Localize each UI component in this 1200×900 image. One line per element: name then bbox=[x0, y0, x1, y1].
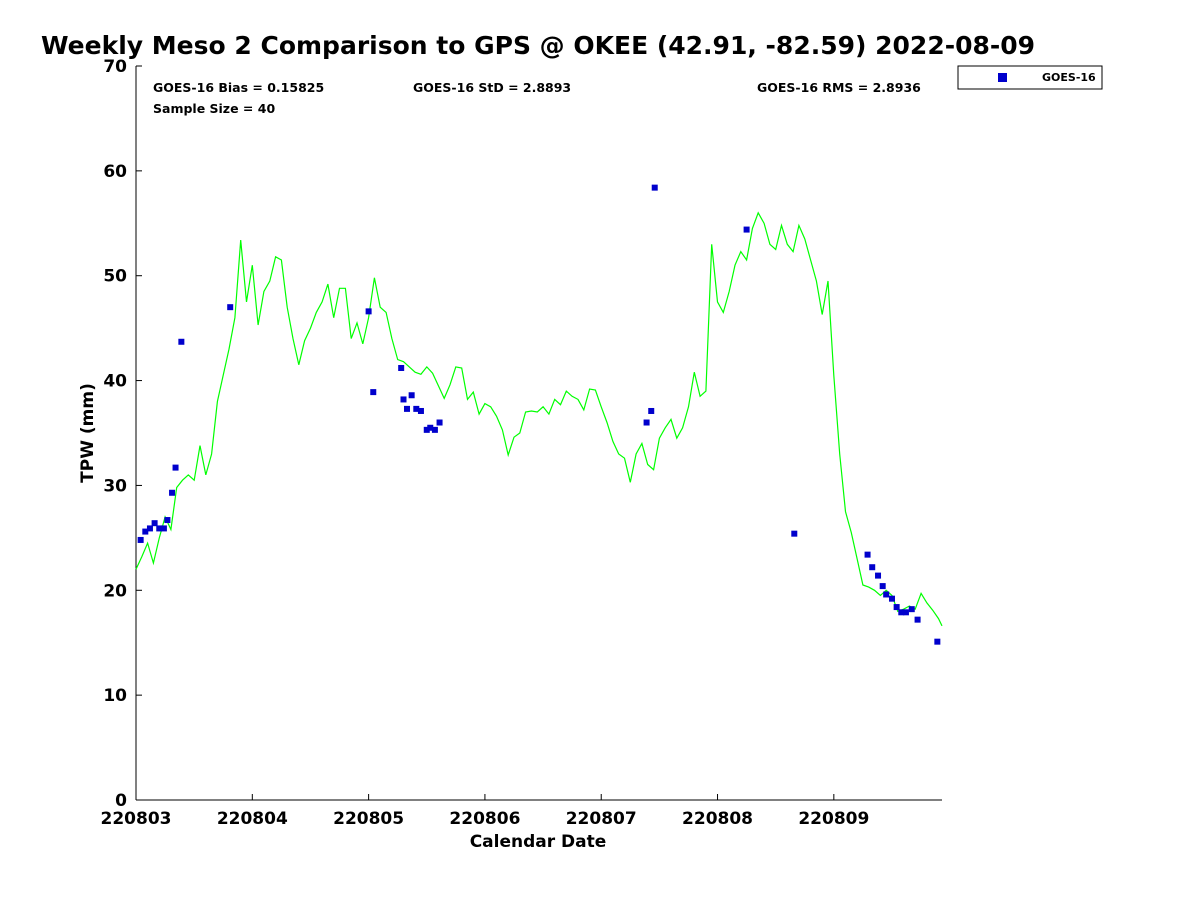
y-ticks: 0 10 20 30 40 50 60 70 bbox=[103, 57, 142, 811]
goes-16-point bbox=[417, 407, 424, 414]
goes-16-point bbox=[142, 528, 149, 535]
goes-16-point bbox=[398, 364, 405, 371]
rms-stat-label: GOES-16 RMS = 2.8936 bbox=[757, 80, 921, 95]
goes-16-point bbox=[648, 407, 655, 414]
goes-16-point bbox=[172, 464, 179, 471]
goes-16-point bbox=[160, 525, 167, 532]
x-axis-label: Calendar Date bbox=[470, 832, 607, 852]
goes-16-point bbox=[164, 517, 171, 524]
goes-16-point bbox=[902, 609, 909, 616]
x-tick-label: 220805 bbox=[333, 809, 404, 829]
goes-16-point bbox=[879, 583, 886, 590]
x-tick-label: 220803 bbox=[101, 809, 172, 829]
series-goes-16 bbox=[137, 184, 941, 645]
goes-16-point bbox=[370, 389, 377, 396]
plot-area bbox=[135, 184, 943, 645]
goes-16-point bbox=[431, 426, 438, 433]
goes-16-point bbox=[643, 419, 650, 426]
axes bbox=[135, 66, 942, 801]
legend-label-goes-16: GOES-16 bbox=[1042, 71, 1096, 84]
goes-16-point bbox=[413, 405, 420, 412]
goes-16-point bbox=[743, 226, 750, 233]
goes-16-point bbox=[883, 591, 890, 598]
sample-size-label: Sample Size = 40 bbox=[153, 101, 275, 116]
std-stat-label: GOES-16 StD = 2.8893 bbox=[413, 80, 571, 95]
y-tick-label: 0 bbox=[115, 791, 127, 811]
goes-16-point bbox=[146, 525, 153, 532]
series-line-gps bbox=[135, 211, 943, 627]
goes-16-point bbox=[888, 595, 895, 602]
goes-16-point bbox=[651, 184, 658, 191]
x-tick-label: 220804 bbox=[217, 809, 288, 829]
goes-16-point bbox=[178, 338, 185, 345]
goes-16-point bbox=[893, 604, 900, 611]
y-tick-label: 50 bbox=[103, 267, 127, 287]
goes-16-point bbox=[864, 551, 871, 558]
goes-16-point bbox=[227, 304, 234, 311]
goes-16-point bbox=[914, 616, 921, 623]
x-tick-label: 220808 bbox=[682, 809, 753, 829]
goes-16-point bbox=[403, 405, 410, 412]
chart-title: Weekly Meso 2 Comparison to GPS @ OKEE (… bbox=[41, 31, 1035, 60]
goes-16-point bbox=[791, 530, 798, 537]
goes-16-point bbox=[365, 308, 372, 315]
y-tick-label: 40 bbox=[103, 372, 127, 392]
goes-16-point bbox=[908, 606, 915, 613]
goes-16-point bbox=[427, 424, 434, 431]
x-ticks: 220803 220804 220805 220806 220807 220808 2208… bbox=[101, 794, 869, 829]
goes-16-point bbox=[408, 392, 415, 399]
goes-16-point bbox=[898, 609, 905, 616]
y-tick-label: 70 bbox=[103, 57, 127, 77]
goes-16-point bbox=[400, 396, 407, 403]
y-tick-label: 30 bbox=[103, 476, 127, 496]
goes-16-point bbox=[137, 536, 144, 543]
y-tick-label: 60 bbox=[103, 162, 127, 182]
goes-16-point bbox=[436, 419, 443, 426]
legend: GOES-16 bbox=[957, 65, 1103, 90]
goes-16-point bbox=[934, 638, 941, 645]
x-tick-label: 220807 bbox=[566, 809, 637, 829]
y-tick-label: 10 bbox=[103, 686, 127, 706]
legend-box bbox=[957, 65, 1103, 90]
goes-16-point bbox=[156, 525, 163, 532]
x-tick-label: 220806 bbox=[449, 809, 520, 829]
goes-16-point bbox=[423, 426, 430, 433]
goes-16-point bbox=[151, 520, 158, 527]
goes-16-point bbox=[875, 572, 882, 579]
legend-marker-goes-16 bbox=[998, 73, 1007, 82]
x-tick-label: 220809 bbox=[798, 809, 869, 829]
goes-16-point bbox=[169, 489, 176, 496]
y-tick-label: 20 bbox=[103, 581, 127, 601]
bias-stat-label: GOES-16 Bias = 0.15825 bbox=[153, 80, 324, 95]
y-axis-label: TPW (mm) bbox=[78, 383, 98, 483]
goes-16-point bbox=[869, 564, 876, 571]
